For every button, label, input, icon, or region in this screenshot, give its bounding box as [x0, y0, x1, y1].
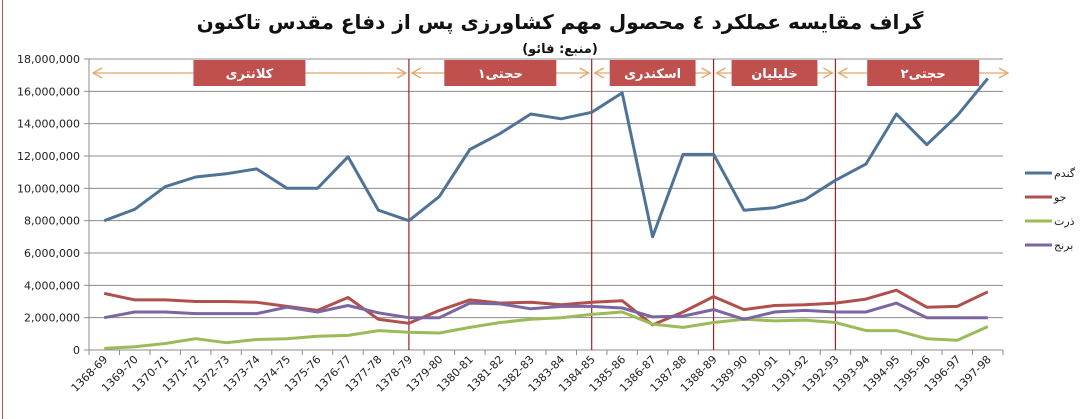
legend-label: جو	[1053, 191, 1066, 204]
legend: گندم جو ذرت برنج	[1025, 167, 1076, 252]
frame-border	[2, 0, 3, 419]
period-label-box	[444, 60, 557, 86]
chart-title-text: گراف مقایسه عملکرد ٤ محصول مهم کشاورزی پ…	[196, 10, 924, 34]
legend-label: برنج	[1054, 239, 1073, 252]
x-axis: 1368-691369-701370-711371-721372-731373-…	[69, 349, 1004, 395]
series-lines	[103, 77, 989, 350]
period-label-box	[609, 60, 696, 86]
chart-subtitle: (منبع: فائو)	[522, 42, 598, 57]
y-tick-label: 6,000,000	[24, 247, 80, 260]
y-tick-label: 10,000,000	[17, 182, 80, 195]
period-label: کلانتری	[226, 67, 274, 82]
period-annotations: کلانتری حجتی١ اسکندری خلیلیان حجتی٢	[91, 60, 1010, 86]
series-line	[104, 310, 989, 350]
y-tick-label: 16,000,000	[17, 85, 80, 98]
period-label-box	[193, 60, 306, 86]
period-label: اسکندری	[624, 67, 681, 82]
period-label-box	[731, 60, 818, 86]
y-tick-label: 14,000,000	[17, 118, 80, 131]
y-axis: 0 2,000,000 4,000,000 6,000,000 8,000,000 10,…	[17, 53, 90, 357]
period-label: حجتی١	[478, 67, 523, 82]
y-tick-label: 2,000,000	[24, 312, 80, 325]
y-tick-label: 12,000,000	[17, 150, 80, 163]
y-tick-label: 18,000,000	[17, 53, 80, 66]
series-line	[103, 288, 989, 327]
y-tick-label: 4,000,000	[24, 279, 80, 292]
period-label: خلیلیان	[751, 67, 798, 82]
period-label: حجتی٢	[901, 67, 946, 82]
gridlines	[89, 58, 1003, 319]
series-line	[103, 301, 988, 321]
legend-label: ذرت	[1054, 215, 1075, 228]
series-line	[103, 77, 989, 239]
y-tick-label: 8,000,000	[24, 215, 80, 228]
chart-title: گراف مقایسه عملکرد ٤ محصول مهم کشاورزی پ…	[190, 10, 930, 58]
y-tick-label: 0	[73, 344, 80, 357]
legend-label: گندم	[1054, 167, 1076, 180]
period-label-box	[867, 60, 980, 86]
